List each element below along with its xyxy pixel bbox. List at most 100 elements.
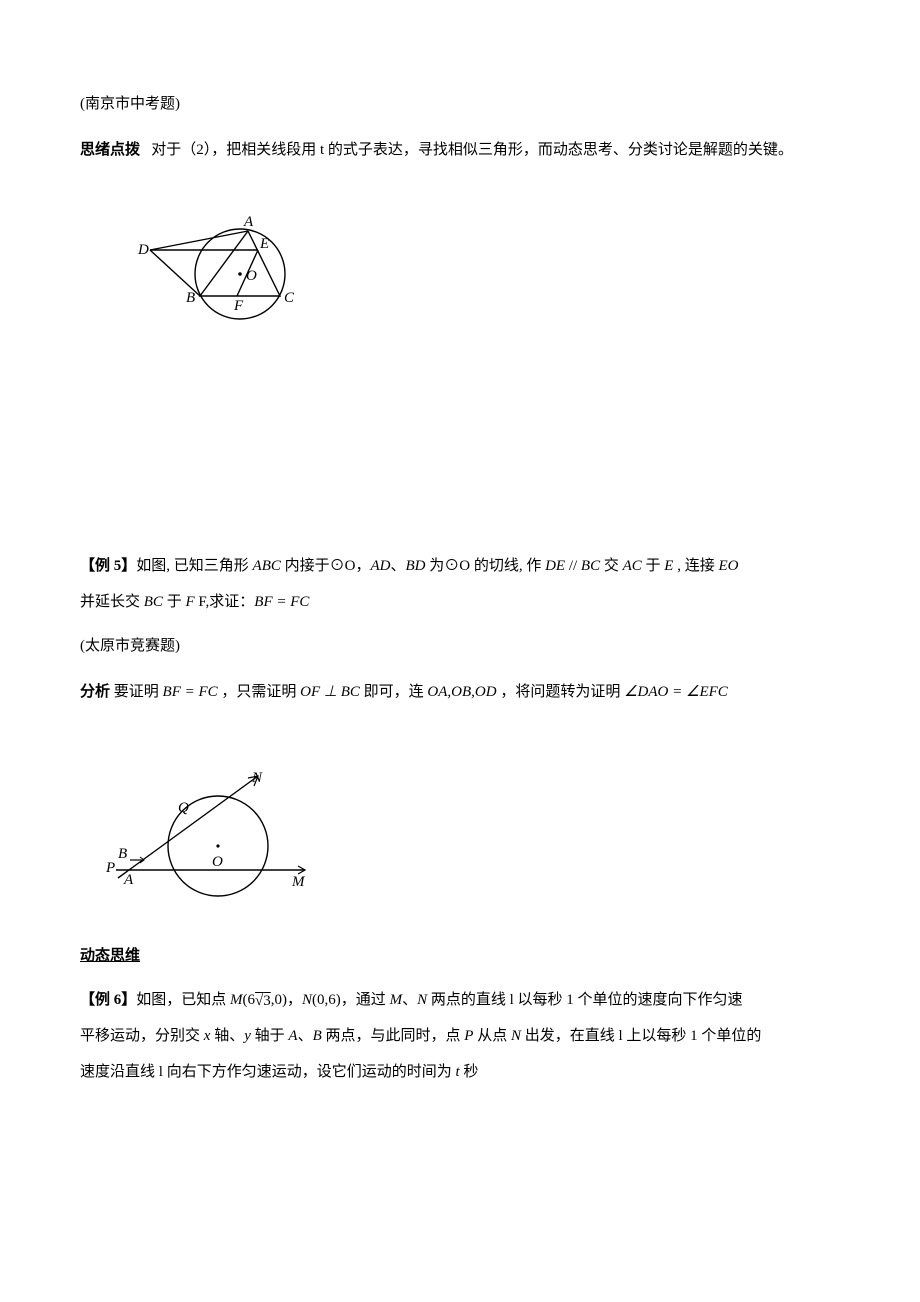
e13: 上以每秒 bbox=[623, 1028, 691, 1044]
dynamic-thinking-heading: 动态思维 bbox=[80, 938, 840, 974]
label-q: Q bbox=[178, 800, 189, 816]
e5: 以每秒 bbox=[514, 992, 567, 1008]
bd: BD bbox=[405, 558, 425, 574]
t2: 内接于⊙O， bbox=[281, 558, 371, 574]
aeq4: ∠DAO = ∠EFC bbox=[624, 684, 728, 700]
center-dot bbox=[238, 272, 242, 276]
a4: ，将问题转为证明 bbox=[497, 684, 625, 700]
e8: 轴、 bbox=[210, 1028, 244, 1044]
ad: AD bbox=[370, 558, 390, 574]
analysis-paragraph: 分析 要证明 BF = FC ，只需证明 OF ⊥ BC 即可，连 OA,OB,… bbox=[80, 674, 840, 710]
hint-label: 思绪点拨 bbox=[80, 142, 140, 158]
label-n: N bbox=[251, 770, 263, 786]
label-b2: B bbox=[118, 846, 127, 862]
abc: ABC bbox=[253, 558, 281, 574]
sep1: 、 bbox=[390, 558, 405, 574]
aeq2: OF ⊥ BC bbox=[300, 684, 360, 700]
aeq3: OA,OB,OD bbox=[427, 684, 496, 700]
ac: AC bbox=[623, 558, 642, 574]
figure2-svg: N Q B P A O M bbox=[100, 766, 330, 916]
label-e: E bbox=[259, 236, 269, 252]
t7: 并延长交 bbox=[80, 594, 144, 610]
label-a: A bbox=[243, 214, 254, 230]
ncoord: (0,6) bbox=[312, 992, 341, 1008]
e12: 出发，在直线 bbox=[521, 1028, 619, 1044]
f: F bbox=[185, 594, 194, 610]
sep3: 、 bbox=[298, 1028, 313, 1044]
line-da bbox=[150, 231, 248, 250]
e14: 个单位的 bbox=[698, 1028, 762, 1044]
label-f: F bbox=[233, 298, 244, 314]
hint-paragraph: 思绪点拨 对于（2），把相关线段用 t 的式子表达，寻找相似三角形，而动态思考、… bbox=[80, 132, 840, 168]
ex5-label: 【例 5】 bbox=[80, 558, 136, 574]
label-c: C bbox=[284, 290, 295, 306]
m2: M bbox=[390, 992, 403, 1008]
spacer-1 bbox=[80, 378, 840, 548]
citation-nanjing: (南京市中考题) bbox=[80, 86, 840, 122]
bc2: BC bbox=[144, 594, 163, 610]
e4: 两点的直线 bbox=[427, 992, 510, 1008]
figure-circle-mn: N Q B P A O M bbox=[100, 766, 840, 930]
e16: 向右下方作匀速运动，设它们运动的时间为 bbox=[163, 1064, 456, 1080]
eo: EO bbox=[718, 558, 738, 574]
spacer-2 bbox=[80, 718, 840, 746]
citation-text: (南京市中考题) bbox=[80, 96, 180, 112]
a: A bbox=[288, 1028, 297, 1044]
label-d: D bbox=[137, 242, 149, 258]
e15: 速度沿直线 bbox=[80, 1064, 159, 1080]
bc: BC bbox=[581, 558, 600, 574]
label-b: B bbox=[186, 290, 195, 306]
y: y bbox=[244, 1028, 251, 1044]
label-o2: O bbox=[212, 854, 223, 870]
a1: 要证明 bbox=[110, 684, 163, 700]
dyn-label: 动态思维 bbox=[80, 948, 140, 964]
sqrt3-val: 3 bbox=[263, 993, 271, 1009]
e3: ，通过 bbox=[341, 992, 390, 1008]
label-p: P bbox=[105, 860, 115, 876]
e10: 两点，与此同时，点 bbox=[322, 1028, 465, 1044]
sqrt3-inner: √3 bbox=[255, 993, 271, 1009]
example5-paragraph: 【例 5】如图, 已知三角形 ABC 内接于⊙O，AD、BD 为⊙O 的切线, … bbox=[80, 548, 840, 620]
center-dot2 bbox=[216, 844, 219, 847]
e1: 如图，已知点 bbox=[136, 992, 230, 1008]
ex6-label: 【例 6】 bbox=[80, 992, 136, 1008]
figure1-svg: A B C D E F O bbox=[130, 204, 330, 344]
t3: 为⊙O 的切线, 作 bbox=[425, 558, 545, 574]
e6: 个单位的速度向下作匀速 bbox=[574, 992, 743, 1008]
mcoord-a: (6 bbox=[243, 992, 256, 1008]
e2: ， bbox=[287, 992, 302, 1008]
line-pn bbox=[118, 776, 258, 878]
one1: 1 bbox=[566, 992, 574, 1008]
citation2-text: (太原市竞赛题) bbox=[80, 638, 180, 654]
t5: 于 bbox=[642, 558, 665, 574]
hint-text: 对于（2），把相关线段用 t 的式子表达，寻找相似三角形，而动态思考、分类讨论是… bbox=[140, 142, 793, 158]
par: // bbox=[565, 558, 581, 574]
a2: ，只需证明 bbox=[218, 684, 301, 700]
de: DE bbox=[545, 558, 565, 574]
n2: N bbox=[417, 992, 427, 1008]
eq: BF = FC bbox=[254, 594, 309, 610]
b: B bbox=[313, 1028, 322, 1044]
t9: F,求证： bbox=[195, 594, 255, 610]
e11: 从点 bbox=[473, 1028, 511, 1044]
t1: 如图, 已知三角形 bbox=[136, 558, 252, 574]
t8: 于 bbox=[163, 594, 186, 610]
label-a2: A bbox=[123, 872, 134, 888]
sep2: 、 bbox=[402, 992, 417, 1008]
mcoord-b: ,0) bbox=[271, 992, 287, 1008]
example6-paragraph: 【例 6】如图，已知点 M(6√3,0)，N(0,6)，通过 M、N 两点的直线… bbox=[80, 982, 840, 1090]
analysis-label: 分析 bbox=[80, 684, 110, 700]
label-m: M bbox=[291, 874, 306, 890]
label-o: O bbox=[246, 268, 257, 284]
e17: 秒 bbox=[460, 1064, 479, 1080]
e9: 轴于 bbox=[251, 1028, 289, 1044]
citation-taiyuan: (太原市竞赛题) bbox=[80, 628, 840, 664]
t4: 交 bbox=[600, 558, 623, 574]
n3: N bbox=[511, 1028, 521, 1044]
n: N bbox=[302, 992, 312, 1008]
m: M bbox=[230, 992, 243, 1008]
e7: 平移运动，分别交 bbox=[80, 1028, 204, 1044]
aeq1: BF = FC bbox=[163, 684, 218, 700]
a3: 即可，连 bbox=[360, 684, 428, 700]
one2: 1 bbox=[690, 1028, 698, 1044]
